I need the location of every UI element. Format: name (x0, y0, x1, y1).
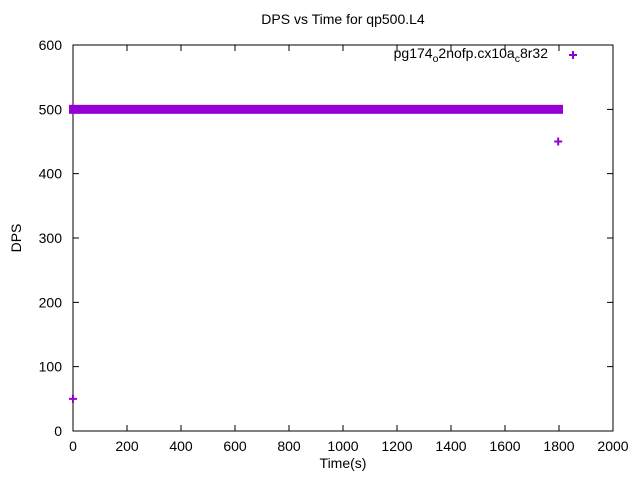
x-tick-label: 1400 (435, 438, 466, 454)
y-axis-label: DPS (8, 223, 24, 253)
legend-series-label: pg174o2nofp.cx10ac8r32 (393, 45, 548, 65)
plot-border (72, 44, 614, 432)
x-tick-label: 1800 (543, 438, 574, 454)
y-tick-label: 400 (39, 166, 63, 182)
data-point-marker (554, 137, 563, 146)
x-axis-label: Time(s) (319, 455, 367, 471)
data-point-marker (69, 394, 77, 403)
legend-label-segment: 2nofp.cx10a (438, 45, 515, 61)
x-tick-label: 800 (277, 438, 301, 454)
x-tick-label: 2000 (597, 438, 628, 454)
legend: pg174o2nofp.cx10ac8r32 (394, 45, 548, 65)
x-tick-label: 1200 (381, 438, 412, 454)
x-tick-label: 600 (223, 438, 247, 454)
data-point-marker (555, 105, 563, 114)
x-tick-label: 1000 (327, 438, 358, 454)
x-tick-label: 0 (69, 438, 77, 454)
chart-title: DPS vs Time for qp500.L4 (261, 11, 425, 27)
x-tick-label: 200 (115, 438, 139, 454)
y-tick-label: 500 (39, 101, 63, 117)
y-tick-label: 0 (54, 423, 62, 439)
y-tick-label: 600 (39, 37, 63, 53)
y-tick-label: 100 (39, 359, 63, 375)
legend-label-segment: pg174 (393, 45, 433, 61)
legend-sample-marker (569, 51, 577, 59)
legend-label-subscript: c (514, 53, 520, 65)
series-band (69, 104, 563, 114)
y-tick-label: 200 (39, 294, 63, 310)
legend-label-segment: 8r32 (519, 45, 548, 61)
legend-label-subscript: o (432, 53, 439, 65)
y-tick-label: 300 (39, 230, 63, 246)
x-tick-label: 1600 (489, 438, 520, 454)
x-tick-label: 400 (169, 438, 193, 454)
